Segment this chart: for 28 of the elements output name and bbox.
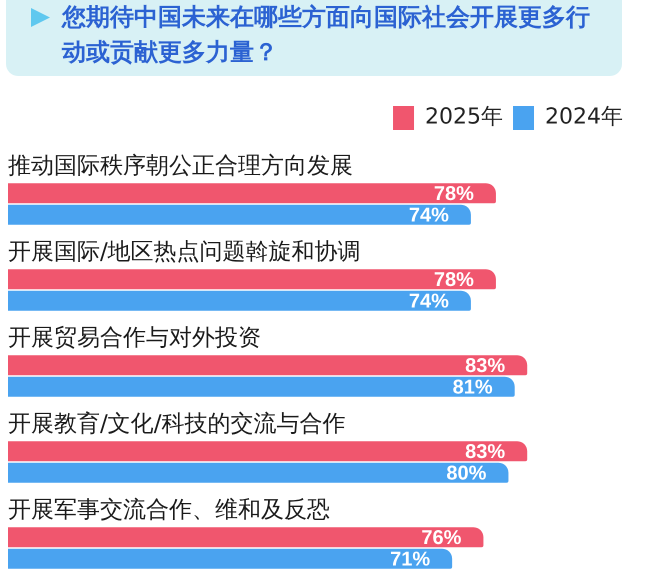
bar	[8, 355, 528, 376]
bar	[8, 204, 471, 225]
data-label: 74%	[408, 204, 450, 226]
y-tick-label: 推动国际秩序朝公正合理方向发展	[8, 153, 353, 180]
bar	[8, 290, 471, 311]
data-label: 78%	[434, 268, 474, 291]
bar	[8, 548, 452, 569]
y-tick-label: 开展教育/文化/科技的交流与合作	[8, 411, 346, 438]
data-label: 81%	[452, 376, 493, 398]
bar	[8, 376, 515, 397]
data-label: 83%	[465, 354, 506, 377]
legend-label: 2025年	[425, 104, 504, 130]
data-label: 76%	[421, 526, 462, 549]
bar	[8, 462, 508, 483]
data-label: 80%	[446, 462, 487, 484]
bar	[8, 269, 496, 290]
data-label: 71%	[390, 548, 430, 570]
y-tick-label: 开展军事交流合作、维和及反恐	[8, 497, 330, 524]
legend-label: 2024年	[545, 104, 624, 130]
bar	[8, 527, 484, 548]
chart-title: 您期待中国未来在哪些方面向国际社会开展更多行动或贡献更多力量？	[62, 2, 591, 68]
bar	[8, 441, 528, 462]
data-label: 83%	[465, 440, 506, 463]
y-tick-label: 开展国际/地区热点问题斡旋和协调	[8, 239, 361, 266]
bar	[8, 183, 496, 204]
y-tick-label: 开展贸易合作与对外投资	[8, 325, 261, 352]
data-label: 74%	[408, 290, 450, 312]
data-label: 78%	[434, 182, 474, 205]
